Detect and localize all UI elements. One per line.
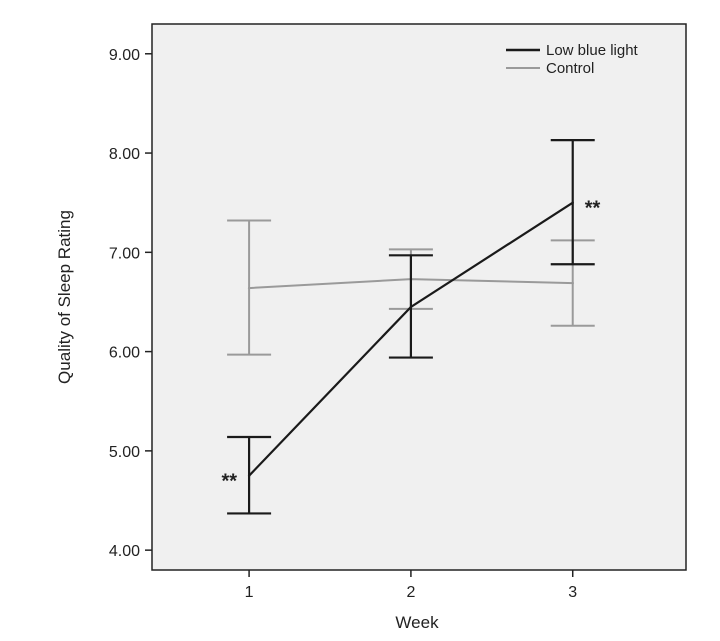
y-tick-label: 6.00: [109, 345, 140, 362]
legend-box: [500, 38, 666, 80]
data-point: [247, 286, 251, 290]
legend-label: Low blue light: [546, 42, 639, 59]
x-axis: 1 2 3: [245, 570, 577, 601]
series-low-blue-light: [227, 139, 595, 515]
data-point: [247, 474, 251, 477]
x-tick-label: 3: [568, 584, 577, 601]
series-layer: [227, 139, 595, 515]
annotation-layer: ** **: [222, 198, 601, 493]
significance-annotation: **: [222, 471, 238, 493]
legend-label: Control: [546, 60, 594, 77]
plot-area: [151, 23, 687, 571]
significance-annotation: **: [585, 198, 601, 220]
y-axis-label: Quality of Sleep Rating: [55, 210, 74, 384]
data-point: [409, 305, 413, 309]
y-tick-label: 7.00: [109, 245, 140, 262]
y-tick-label: 4.00: [109, 543, 140, 560]
x-axis-label: Week: [395, 613, 439, 632]
x-tick-label: 2: [406, 584, 415, 601]
data-point: [571, 201, 574, 204]
y-tick-label: 8.00: [109, 146, 140, 163]
data-point: [571, 281, 574, 285]
y-tick-label: 9.00: [109, 47, 140, 64]
y-tick-label: 5.00: [109, 444, 140, 461]
y-axis: 4.00 5.00 6.00 7.00 8.00 9.00: [109, 47, 152, 560]
x-tick-label: 1: [245, 584, 254, 601]
